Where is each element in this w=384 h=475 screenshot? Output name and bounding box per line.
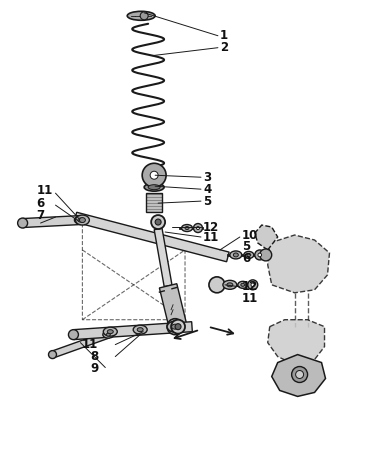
Ellipse shape <box>74 216 86 224</box>
Polygon shape <box>74 212 229 262</box>
Ellipse shape <box>230 251 242 259</box>
Polygon shape <box>175 323 178 330</box>
Ellipse shape <box>223 280 237 289</box>
Text: 1: 1 <box>220 29 228 42</box>
Ellipse shape <box>78 218 83 222</box>
Text: 9: 9 <box>90 362 98 375</box>
Ellipse shape <box>241 283 245 286</box>
Ellipse shape <box>106 333 110 336</box>
Ellipse shape <box>244 251 254 258</box>
Ellipse shape <box>107 330 113 333</box>
Ellipse shape <box>247 254 251 256</box>
Text: 5: 5 <box>242 240 250 254</box>
Circle shape <box>151 215 165 229</box>
Circle shape <box>155 219 161 225</box>
Circle shape <box>260 249 272 261</box>
Polygon shape <box>268 235 329 293</box>
Circle shape <box>209 277 225 293</box>
Text: 5: 5 <box>203 195 211 208</box>
Ellipse shape <box>167 321 183 332</box>
Polygon shape <box>22 216 81 228</box>
Ellipse shape <box>182 225 192 231</box>
Ellipse shape <box>144 183 164 191</box>
Ellipse shape <box>185 227 189 229</box>
Polygon shape <box>159 284 187 329</box>
Ellipse shape <box>103 327 117 336</box>
Text: 6: 6 <box>36 197 45 209</box>
Text: 11: 11 <box>36 184 53 197</box>
Circle shape <box>197 227 199 229</box>
Polygon shape <box>255 225 278 250</box>
Circle shape <box>142 163 166 187</box>
Ellipse shape <box>103 331 114 338</box>
Circle shape <box>248 280 258 290</box>
Polygon shape <box>146 193 162 212</box>
Circle shape <box>150 171 158 179</box>
Text: 10: 10 <box>242 228 258 241</box>
Polygon shape <box>272 354 326 397</box>
Text: 2: 2 <box>220 41 228 54</box>
Text: 12: 12 <box>203 220 219 234</box>
Circle shape <box>48 351 56 359</box>
Circle shape <box>194 224 202 233</box>
Circle shape <box>175 323 181 330</box>
Circle shape <box>296 370 304 379</box>
Polygon shape <box>51 332 109 358</box>
Text: 11: 11 <box>242 292 258 305</box>
Text: 12: 12 <box>242 280 258 294</box>
Circle shape <box>258 253 262 256</box>
Ellipse shape <box>127 11 155 20</box>
Circle shape <box>171 320 185 333</box>
Text: 8: 8 <box>90 350 98 363</box>
Text: 3: 3 <box>203 171 211 184</box>
Ellipse shape <box>148 185 160 190</box>
Circle shape <box>291 367 308 382</box>
Text: 4: 4 <box>203 183 211 196</box>
Text: 11: 11 <box>82 338 98 351</box>
Circle shape <box>140 12 148 20</box>
Polygon shape <box>154 228 172 286</box>
Ellipse shape <box>79 218 85 223</box>
Ellipse shape <box>75 215 89 225</box>
Circle shape <box>255 250 265 260</box>
Ellipse shape <box>137 328 143 332</box>
Circle shape <box>167 319 183 335</box>
Circle shape <box>251 283 255 286</box>
Polygon shape <box>73 322 192 340</box>
Text: 7: 7 <box>36 209 45 221</box>
Polygon shape <box>268 320 324 364</box>
Ellipse shape <box>133 325 147 334</box>
Text: 11: 11 <box>203 230 219 244</box>
Text: 6: 6 <box>242 252 250 266</box>
Ellipse shape <box>238 281 248 288</box>
Ellipse shape <box>227 283 233 287</box>
Ellipse shape <box>233 253 238 257</box>
Circle shape <box>68 330 78 340</box>
Circle shape <box>18 218 28 228</box>
Ellipse shape <box>172 324 179 329</box>
